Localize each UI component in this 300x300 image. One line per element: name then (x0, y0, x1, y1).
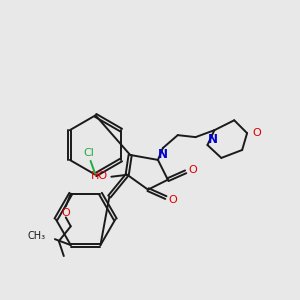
Text: N: N (207, 133, 218, 146)
Text: O: O (253, 128, 261, 138)
Text: Cl: Cl (83, 148, 94, 158)
Text: CH₃: CH₃ (28, 231, 46, 241)
Text: N: N (158, 148, 168, 161)
Text: O: O (168, 194, 177, 205)
Text: HO: HO (91, 171, 108, 181)
Text: O: O (188, 165, 197, 175)
Text: O: O (61, 208, 70, 218)
